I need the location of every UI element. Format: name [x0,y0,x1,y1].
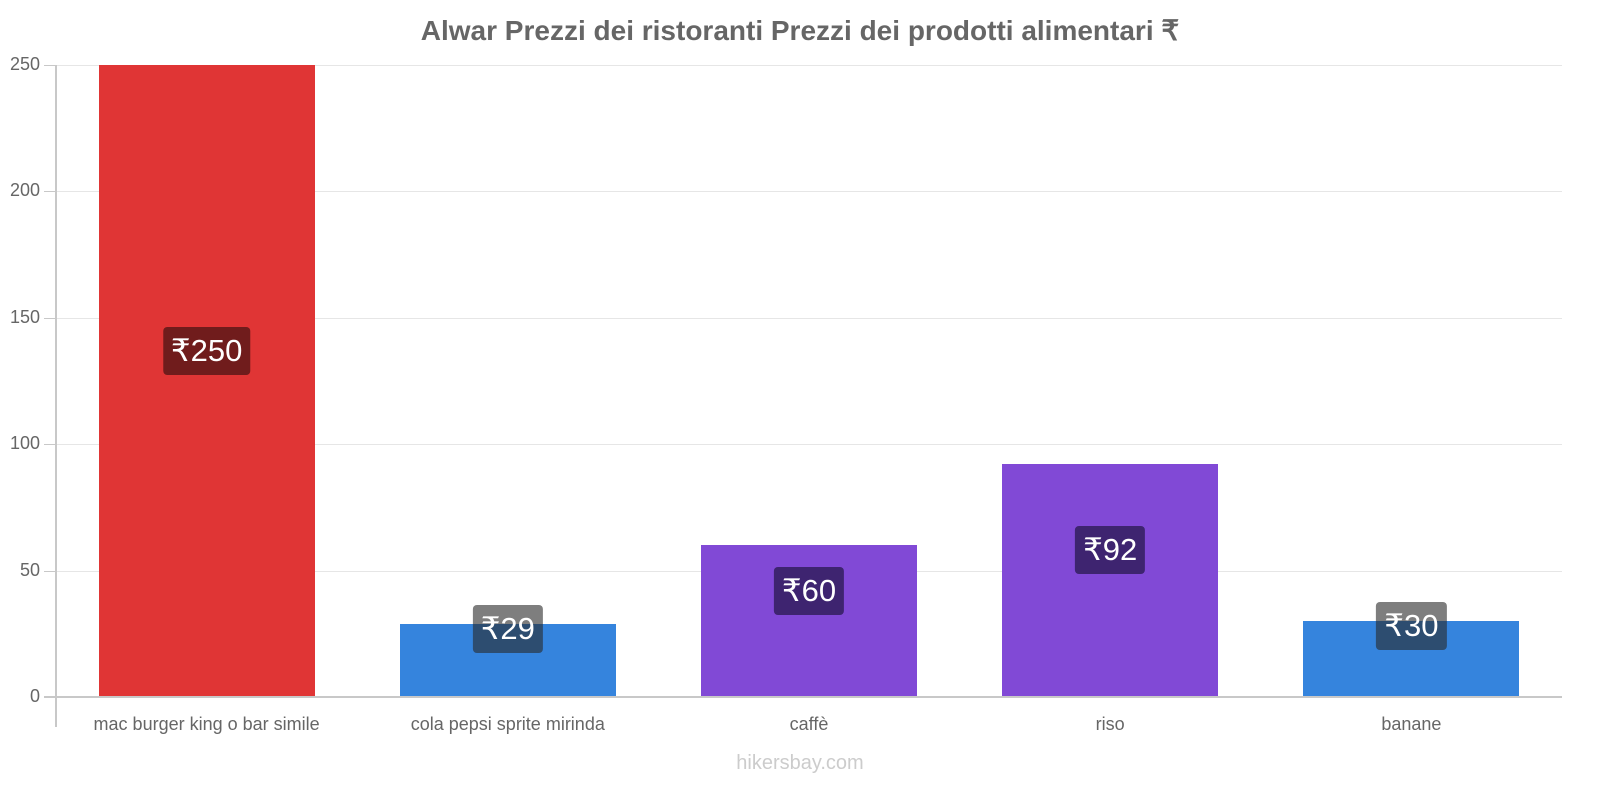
gridline [56,65,1562,66]
bar-value-label: ₹250 [162,326,251,375]
y-tick-label: 200 [9,180,40,201]
x-tick-label: riso [1095,714,1125,734]
bar[interactable] [98,65,315,697]
bar-value-label: ₹60 [773,566,845,615]
y-tick-mark [44,570,56,572]
x-tick-label: caffè [789,714,829,734]
x-axis-line [44,696,1562,698]
bar-value-label: ₹92 [1075,526,1146,575]
x-tick-label: cola pepsi sprite mirinda [410,714,605,734]
y-tick-mark [44,444,56,446]
gridline [56,191,1562,193]
bar[interactable] [1002,464,1219,697]
y-tick-label: 100 [9,433,40,454]
y-tick-label: 50 [19,559,40,580]
y-tick-label: 150 [9,306,40,327]
gridline [56,317,1562,319]
y-axis-line [55,65,57,727]
bar-value-label: ₹29 [472,604,543,653]
gridline [56,444,1562,446]
watermark: hikersbay.com [736,752,864,774]
plot-area: ₹250 ₹29 ₹60 ₹92 ₹30 [56,65,1562,697]
y-tick-mark [44,191,56,193]
y-tick-mark [44,317,56,319]
y-tick-mark [44,65,56,66]
y-tick-label: 0 [29,686,40,706]
x-tick-label: banane [1381,714,1442,734]
y-tick-label: 250 [9,54,40,74]
chart-title: Alwar Prezzi dei ristoranti Prezzi dei p… [420,15,1180,46]
bar-value-label: ₹30 [1376,602,1447,651]
x-tick-label: mac burger king o bar simile [93,714,320,734]
